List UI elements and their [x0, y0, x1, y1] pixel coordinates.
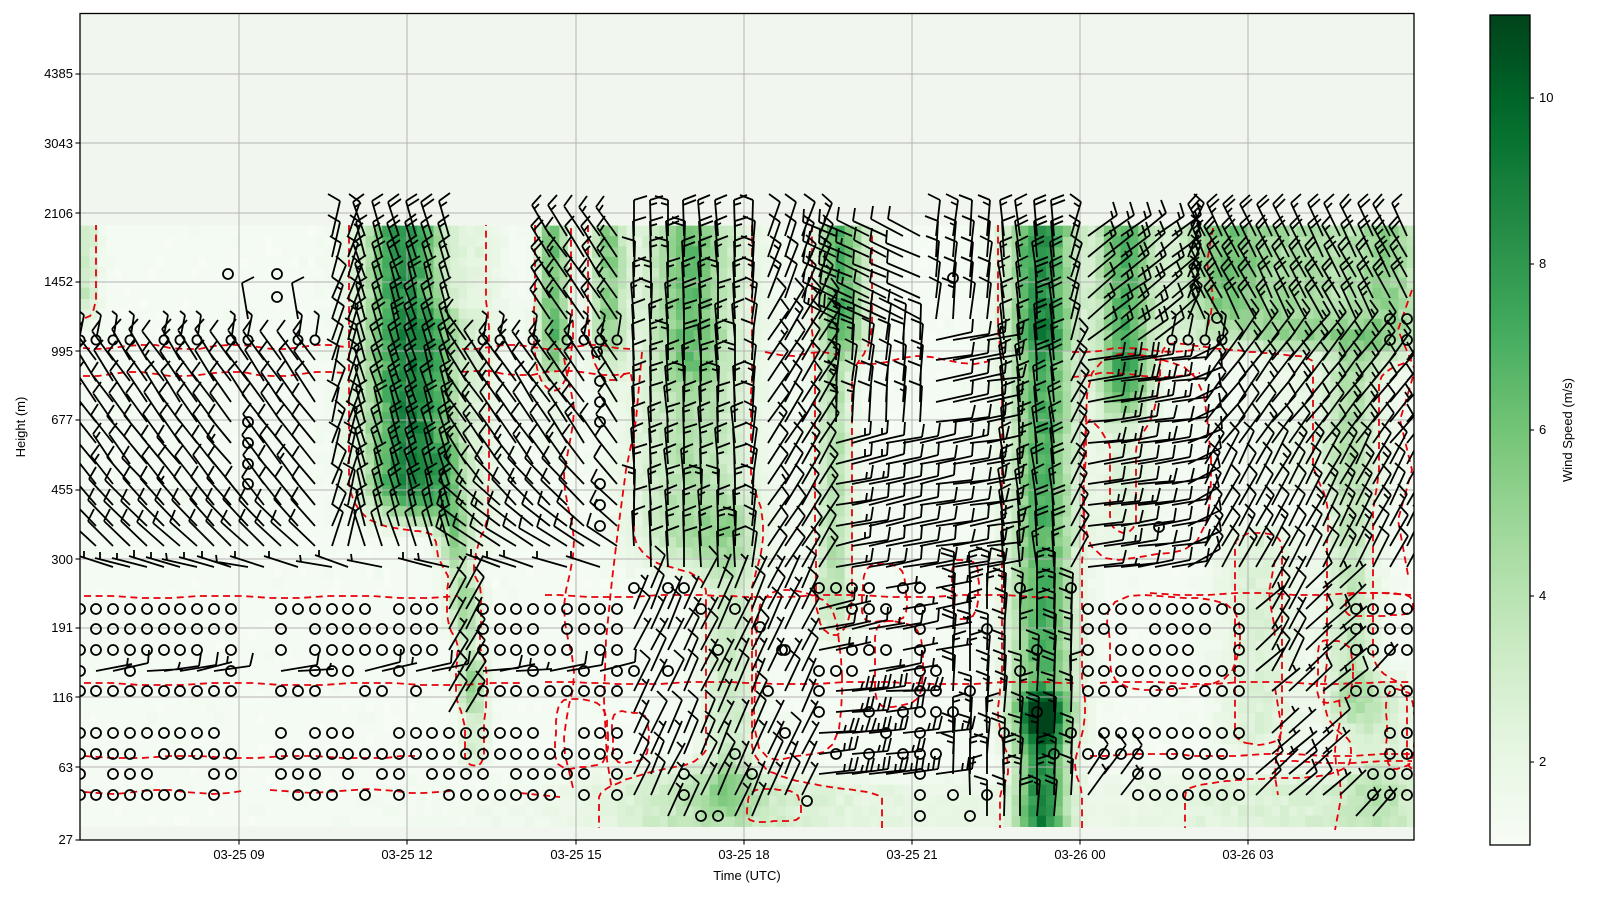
- svg-text:03-26 00: 03-26 00: [1054, 847, 1105, 862]
- svg-text:455: 455: [51, 482, 73, 497]
- svg-text:03-25 12: 03-25 12: [381, 847, 432, 862]
- svg-text:Time (UTC): Time (UTC): [713, 868, 780, 883]
- svg-text:300: 300: [51, 552, 73, 567]
- svg-text:2106: 2106: [44, 206, 73, 221]
- svg-text:27: 27: [59, 832, 73, 847]
- svg-text:995: 995: [51, 344, 73, 359]
- svg-text:8: 8: [1539, 256, 1546, 271]
- svg-text:4: 4: [1539, 588, 1546, 603]
- svg-text:6: 6: [1539, 422, 1546, 437]
- svg-text:3043: 3043: [44, 136, 73, 151]
- svg-text:03-25 15: 03-25 15: [550, 847, 601, 862]
- svg-text:1452: 1452: [44, 274, 73, 289]
- svg-text:Height (m): Height (m): [13, 397, 28, 458]
- svg-text:03-25 09: 03-25 09: [213, 847, 264, 862]
- svg-text:03-25 21: 03-25 21: [886, 847, 937, 862]
- svg-text:116: 116: [52, 690, 73, 705]
- svg-text:191: 191: [51, 620, 73, 635]
- svg-text:10: 10: [1539, 90, 1553, 105]
- svg-text:03-26 03: 03-26 03: [1222, 847, 1273, 862]
- svg-text:63: 63: [59, 760, 73, 775]
- svg-text:4385: 4385: [44, 66, 73, 81]
- svg-text:677: 677: [51, 412, 73, 427]
- svg-text:Wind Speed (m/s): Wind Speed (m/s): [1560, 378, 1575, 482]
- svg-text:03-25 18: 03-25 18: [718, 847, 769, 862]
- svg-text:2: 2: [1539, 754, 1546, 769]
